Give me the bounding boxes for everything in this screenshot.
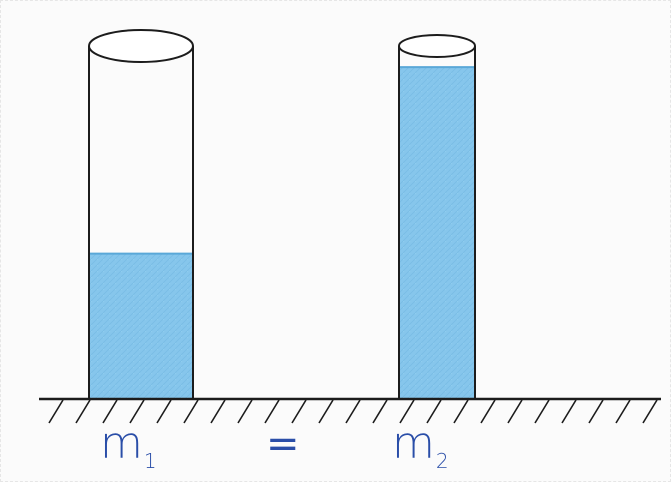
- ground-hatch-mark: [507, 399, 523, 424]
- ground-hatching: [48, 399, 658, 424]
- mass-label-m2: m2: [392, 414, 450, 481]
- ground-hatch-mark: [183, 399, 199, 424]
- ground-hatch-mark: [75, 399, 91, 424]
- tube-left: [88, 29, 194, 399]
- tube-right-liquid: [399, 67, 475, 399]
- tube-right: [398, 34, 476, 399]
- mass-label-m1-base: m: [100, 418, 144, 469]
- ground-hatch-mark: [156, 399, 172, 424]
- ground-hatch-mark: [534, 399, 550, 424]
- ground-hatch-mark: [318, 399, 334, 424]
- ground-hatch-mark: [642, 399, 658, 424]
- ground-hatch-mark: [372, 399, 388, 424]
- ground-hatch-mark: [453, 399, 469, 424]
- ground-hatch-mark: [48, 399, 64, 424]
- ground-hatch-mark: [345, 399, 361, 424]
- ground-hatch-mark: [561, 399, 577, 424]
- ground-hatch-mark: [399, 399, 415, 424]
- tube-right-opening: [398, 34, 476, 58]
- ground-hatch-mark: [588, 399, 604, 424]
- ground-hatch-mark: [102, 399, 118, 424]
- tube-left-opening: [88, 29, 194, 63]
- ground-hatch-mark: [615, 399, 631, 424]
- ground-hatch-mark: [291, 399, 307, 424]
- mass-label-m2-subscript: 2: [435, 449, 450, 473]
- mass-label-m2-base: m: [392, 418, 436, 469]
- ground-hatch-mark: [480, 399, 496, 424]
- ground-hatch-mark: [237, 399, 253, 424]
- equals-sign: =: [266, 421, 300, 467]
- ground-hatch-mark: [264, 399, 280, 424]
- ground-hatch-mark: [210, 399, 226, 424]
- mass-label-m1-subscript: 1: [143, 449, 158, 473]
- ground-hatch-mark: [426, 399, 442, 424]
- mass-label-m1: m1: [100, 414, 158, 481]
- tube-left-liquid: [89, 253, 193, 398]
- ground-hatch-mark: [129, 399, 145, 424]
